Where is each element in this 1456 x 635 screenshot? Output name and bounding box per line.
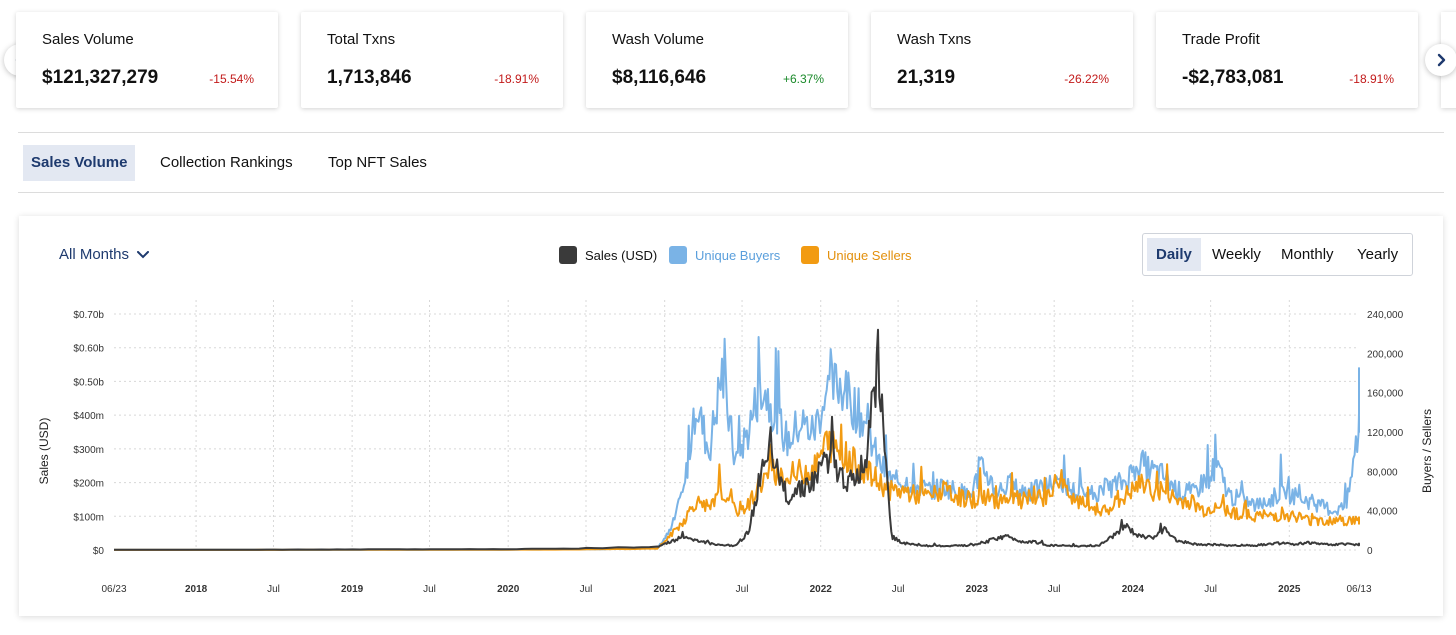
stat-change: -18.91% — [1349, 72, 1394, 86]
y-left-tick: $400m — [73, 411, 104, 422]
stat-label: Wash Volume — [612, 31, 704, 48]
stat-card-wash-txns: Wash Txns 21,319 -26.22% — [871, 12, 1133, 108]
y-left-tick: $0.50b — [73, 377, 104, 388]
y-left-tick: $200m — [73, 479, 104, 490]
x-tick: 2023 — [966, 584, 989, 595]
x-tick: Jul — [267, 584, 280, 595]
series-line-buyers — [114, 336, 1360, 551]
y-axis-right-title: Buyers / Sellers — [1420, 409, 1434, 493]
y-right-tick: 0 — [1367, 546, 1373, 557]
stat-change: -26.22% — [1064, 72, 1109, 86]
period-toggle: Daily Weekly Monthly Yearly — [1142, 233, 1413, 276]
stat-card-sales-volume: Sales Volume $121,327,279 -15.54% — [16, 12, 278, 108]
stat-card-wash-volume: Wash Volume $8,116,646 +6.37% — [586, 12, 848, 108]
legend-swatch — [801, 246, 819, 264]
legend-swatch — [669, 246, 687, 264]
y-left-tick: $300m — [73, 445, 104, 456]
y-right-tick: 120,000 — [1367, 428, 1404, 439]
month-filter-dropdown[interactable]: All Months — [59, 246, 150, 263]
y-right-tick: 80,000 — [1367, 467, 1398, 478]
y-left-tick: $0 — [93, 546, 105, 557]
chevron-down-icon — [137, 250, 150, 258]
x-tick: 06/13 — [1346, 584, 1371, 595]
series-line-sales — [114, 328, 1360, 551]
period-daily-button[interactable]: Daily — [1147, 238, 1201, 271]
x-tick: 2024 — [1122, 584, 1145, 595]
x-tick: Jul — [1204, 584, 1217, 595]
chart-panel: All Months Sales (USD) Unique Buyers Uni… — [19, 216, 1443, 616]
x-tick: Jul — [423, 584, 436, 595]
stat-change: -15.54% — [209, 72, 254, 86]
legend-buyers[interactable]: Unique Buyers — [669, 246, 780, 264]
y-right-tick: 160,000 — [1367, 389, 1404, 400]
legend-label: Unique Buyers — [695, 247, 781, 263]
stat-label: Total Txns — [327, 31, 396, 48]
stat-card-total-txns: Total Txns 1,713,846 -18.91% — [301, 12, 563, 108]
tab-top-nft-sales[interactable]: Top NFT Sales — [328, 154, 427, 171]
x-tick: 2021 — [654, 584, 677, 595]
period-yearly-button[interactable]: Yearly — [1357, 246, 1399, 263]
carousel-next-button[interactable] — [1425, 44, 1456, 76]
stat-value: 21,319 — [897, 67, 956, 88]
stat-change: +6.37% — [782, 72, 824, 86]
x-tick: Jul — [1048, 584, 1061, 595]
month-filter-label: All Months — [59, 246, 130, 263]
x-tick: 2025 — [1278, 584, 1301, 595]
x-tick: 2018 — [185, 584, 208, 595]
series-line-sellers — [114, 423, 1360, 551]
y-left-tick: $100m — [73, 512, 104, 523]
legend-sales[interactable]: Sales (USD) — [559, 246, 657, 264]
stat-card-trade-profit: Trade Profit -$2,783,081 -18.91% — [1156, 12, 1418, 108]
stat-change: -18.91% — [494, 72, 539, 86]
stat-value: -$2,783,081 — [1182, 67, 1284, 88]
y-right-tick: 240,000 — [1367, 310, 1404, 321]
y-right-tick: 200,000 — [1367, 349, 1404, 360]
chevron-right-icon — [1437, 53, 1446, 67]
x-tick: Jul — [580, 584, 593, 595]
legend-swatch — [559, 246, 577, 264]
sales-chart: $0 $100m $200m $300m $400m $0.50b $0.60b $0.70b… — [37, 300, 1434, 595]
stat-value: 1,713,846 — [327, 67, 412, 88]
divider — [18, 192, 1444, 193]
y-left-tick: $0.70b — [73, 310, 104, 321]
x-tick: 2022 — [810, 584, 833, 595]
y-right-tick: 40,000 — [1367, 507, 1398, 518]
y-axis-left-title: Sales (USD) — [37, 418, 51, 485]
tab-collection-rankings[interactable]: Collection Rankings — [160, 154, 293, 171]
legend-label: Unique Sellers — [827, 247, 912, 263]
divider — [18, 132, 1444, 133]
stat-label: Sales Volume — [42, 31, 134, 48]
y-left-tick: $0.60b — [73, 344, 104, 355]
stat-label: Trade Profit — [1182, 31, 1260, 48]
x-tick: Jul — [892, 584, 905, 595]
period-weekly-button[interactable]: Weekly — [1212, 246, 1261, 263]
period-monthly-button[interactable]: Monthly — [1281, 246, 1334, 263]
stat-value: $121,327,279 — [42, 67, 159, 88]
legend-sellers[interactable]: Unique Sellers — [801, 246, 912, 264]
x-tick: 06/23 — [101, 584, 126, 595]
tab-sales-volume[interactable]: Sales Volume — [23, 145, 136, 181]
legend-label: Sales (USD) — [585, 247, 658, 263]
x-tick: 2019 — [341, 584, 364, 595]
stat-value: $8,116,646 — [612, 67, 707, 88]
x-tick: Jul — [736, 584, 749, 595]
stat-label: Wash Txns — [897, 31, 972, 48]
x-tick: 2020 — [497, 584, 520, 595]
